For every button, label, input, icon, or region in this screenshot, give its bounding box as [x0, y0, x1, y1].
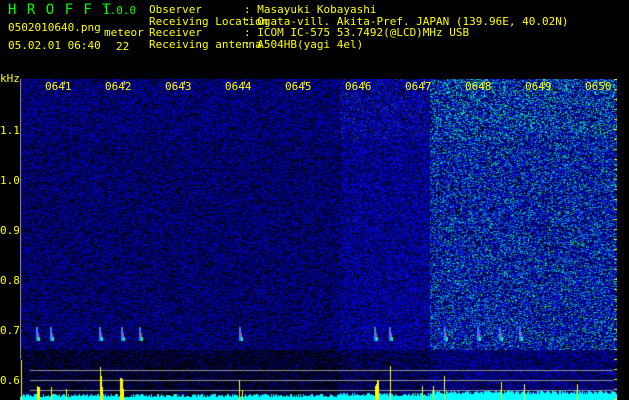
info-label: Receiving Location — [149, 14, 269, 28]
spectrogram — [20, 79, 617, 400]
info-label: Observer — [149, 3, 202, 16]
datetime: 05.02.01 06:40 — [8, 39, 101, 52]
meteor-label: meteor — [104, 26, 144, 39]
meteor-count: 22 — [116, 40, 130, 53]
y-tick-label: 1.1 — [0, 124, 20, 137]
info-value: : Masayuki Kobayashi — [244, 3, 377, 16]
x-tick-label: 0648 — [465, 80, 492, 93]
y-tick-label: 1.0 — [0, 174, 20, 187]
info-value: : ICOM IC-575 53.7492(@LCD)MHz USB — [244, 26, 470, 39]
y-axis-label: kHz — [0, 72, 20, 85]
app-version: 1.0.0 — [103, 4, 137, 17]
y-tick-label: 0.8 — [0, 274, 20, 287]
y-tick-label: 0.9 — [0, 224, 20, 237]
x-tick-label: 0650 — [585, 80, 612, 93]
info-value: : Ogata-vill. Akita-Pref. JAPAN (139.96E… — [244, 14, 569, 28]
x-tick-label: 0644 — [225, 80, 252, 93]
x-tick-label: 0641 — [45, 80, 72, 93]
info-label: Receiver — [149, 26, 202, 39]
x-tick-label: 0646 — [345, 80, 372, 93]
info-label: Receiving antenna — [149, 37, 262, 51]
x-tick-label: 0649 — [525, 80, 552, 93]
filename: 0502010640.png — [8, 21, 101, 34]
x-tick-label: 0642 — [105, 80, 132, 93]
x-tick-label: 0647 — [405, 80, 432, 93]
y-tick-label: 0.7 — [0, 324, 20, 337]
app-title: H R O F F T — [8, 2, 112, 18]
x-tick-label: 0643 — [165, 80, 192, 93]
x-tick-label: 0645 — [285, 80, 312, 93]
y-tick-label: 0.6 — [0, 374, 20, 387]
info-value: : A504HB(yagi 4el) — [244, 37, 364, 51]
